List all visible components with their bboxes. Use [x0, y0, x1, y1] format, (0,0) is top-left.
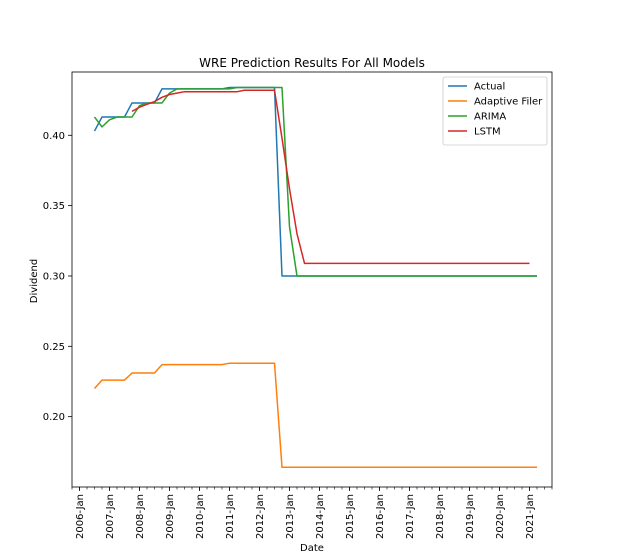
y-axis-label: Dividend: [29, 259, 40, 303]
y-tick-label: 0.40: [43, 131, 65, 142]
legend-label: Adaptive Filer: [474, 97, 543, 108]
legend-label: ARIMA: [474, 112, 506, 123]
x-tick-label: 2009-Jan: [165, 494, 176, 539]
x-tick-label: 2007-Jan: [105, 494, 116, 539]
legend: Actual Adaptive Filer ARIMA LSTM: [442, 76, 548, 146]
x-tick-label: 2011-Jan: [225, 494, 236, 539]
y-axis: 0.20 0.25 0.30 0.35 0.40: [43, 131, 72, 423]
x-axis: 2006-Jan 2007-Jan 2008-Jan 2009-Jan 2010-Jan…: [71, 487, 553, 539]
series-line-lstm: [131, 89, 530, 265]
x-tick-label: 2006-Jan: [75, 494, 86, 539]
x-tick-label: 2017-Jan: [405, 494, 416, 539]
legend-label: LSTM: [474, 127, 501, 138]
x-tick-label: 2012-Jan: [255, 494, 266, 539]
x-tick-label: 2008-Jan: [135, 494, 146, 539]
x-axis-label: Date: [300, 543, 324, 554]
x-tick-label: 2016-Jan: [375, 494, 386, 539]
legend-box: [442, 76, 548, 146]
y-tick-label: 0.25: [43, 342, 65, 353]
series-line-arima: [93, 86, 537, 277]
legend-label: Actual: [474, 82, 505, 93]
x-tick-label: 2021-Jan: [525, 494, 536, 539]
y-tick-label: 0.35: [43, 201, 65, 212]
y-tick-label: 0.20: [43, 412, 65, 423]
x-tick-label: 2018-Jan: [435, 494, 446, 539]
y-tick-label: 0.30: [43, 271, 65, 282]
chart-title: WRE Prediction Results For All Models: [199, 56, 425, 70]
x-tick-label: 2010-Jan: [195, 494, 206, 539]
x-tick-label: 2015-Jan: [345, 494, 356, 539]
plot-area: [93, 86, 537, 469]
x-tick-label: 2014-Jan: [315, 494, 326, 539]
series-line-adaptive-filer: [93, 362, 537, 469]
x-tick-label: 2020-Jan: [495, 494, 506, 539]
x-tick-label: 2013-Jan: [285, 494, 296, 539]
x-tick-label: 2019-Jan: [465, 494, 476, 539]
